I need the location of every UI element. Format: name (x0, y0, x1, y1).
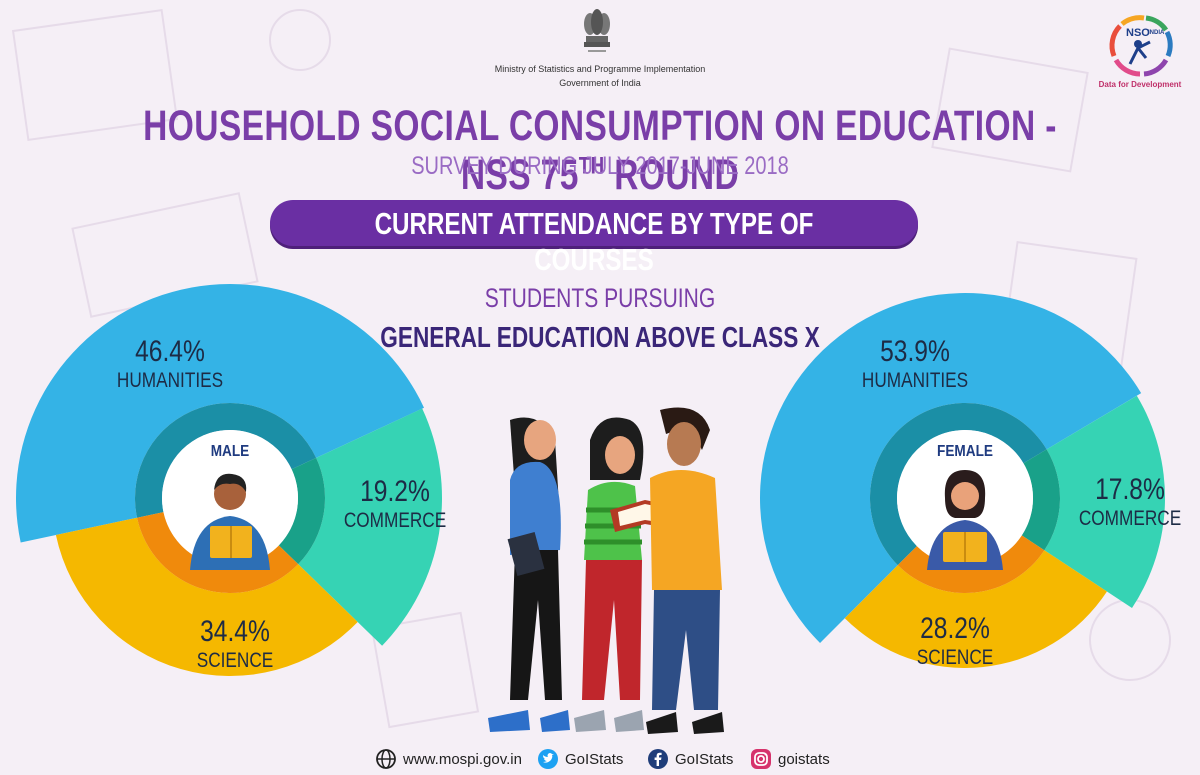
female-humanities-inner-ring (870, 403, 1047, 566)
female-commerce-category: COMMERCE (1078, 507, 1182, 530)
footer-instagram-text: goistats (778, 750, 830, 768)
male-science-segment (55, 517, 358, 677)
nso-logo-subtext: INDIA (1148, 30, 1165, 36)
nso-tagline: Data for Development (1098, 80, 1182, 89)
nso-logo: NSO INDIA (1109, 15, 1173, 77)
female-humanities-value: 53.9% (880, 335, 950, 368)
female-humanities-label: 53.9% HUMANITIES (858, 335, 973, 393)
male-student-icon (190, 473, 270, 570)
male-humanities-label: 46.4% HUMANITIES (113, 335, 228, 393)
male-humanities-category: HUMANITIES (116, 369, 224, 392)
male-humanities-segment (16, 284, 425, 543)
male-center-label: MALE (210, 443, 250, 460)
national-emblem-icon (584, 9, 610, 52)
students-pursuing-heading: STUDENTS PURSUING (484, 283, 716, 313)
female-commerce-value: 17.8% (1095, 473, 1165, 506)
male-humanities-inner-ring (134, 402, 317, 518)
male-commerce-label: 19.2% COMMERCE (338, 475, 453, 533)
female-science-label: 28.2% SCIENCE (894, 612, 1017, 670)
ministry-name: Ministry of Statistics and Programme Imp… (494, 64, 706, 74)
female-science-segment (844, 550, 1107, 668)
male-humanities-value: 46.4% (135, 335, 205, 368)
female-science-category: SCIENCE (916, 646, 994, 669)
government-name: Government of India (559, 78, 641, 88)
male-commerce-inner-ring (278, 457, 325, 565)
female-commerce-inner-ring (1021, 449, 1060, 551)
footer-facebook[interactable]: GoIStats (647, 748, 733, 770)
male-commerce-value: 19.2% (360, 475, 430, 508)
female-humanities-category: HUMANITIES (861, 369, 969, 392)
female-student-icon (927, 470, 1003, 570)
facebook-icon (648, 749, 668, 769)
footer-website-text: www.mospi.gov.in (403, 750, 522, 768)
female-commerce-segment (1044, 395, 1165, 609)
female-humanities-segment (760, 293, 1142, 643)
male-science-category: SCIENCE (196, 649, 274, 672)
female-science-value: 28.2% (920, 612, 990, 645)
globe-icon (376, 749, 396, 769)
footer-twitter-text: GoIStats (565, 750, 624, 768)
female-science-inner-ring (897, 535, 1045, 594)
male-science-value: 34.4% (200, 615, 270, 648)
footer-website[interactable]: www.mospi.gov.in (375, 748, 522, 770)
footer-twitter[interactable]: GoIStats (537, 748, 623, 770)
male-commerce-segment (298, 408, 443, 646)
students-reading-illustration (488, 407, 724, 734)
footer-instagram[interactable]: goistats (750, 748, 830, 770)
male-science-inner-ring (137, 512, 299, 594)
main-title-tail: ROUND (604, 151, 740, 199)
general-education-heading: GENERAL EDUCATION ABOVE CLASS X (380, 322, 820, 354)
survey-period-subtitle: SURVEY DURING JULY 2017-JUNE 2018 (411, 152, 789, 180)
male-commerce-category: COMMERCE (343, 509, 447, 532)
footer-facebook-text: GoIStats (675, 750, 734, 768)
main-title-text: HOUSEHOLD SOCIAL CONSUMPTION ON EDUCATIO… (143, 102, 1057, 199)
male-science-label: 34.4% SCIENCE (174, 615, 297, 673)
main-title-superscript: TH (578, 152, 605, 180)
twitter-icon (538, 749, 558, 769)
section-banner (270, 200, 918, 246)
instagram-icon (751, 749, 771, 769)
nso-logo-text: NSO (1126, 27, 1150, 39)
section-banner-text: CURRENT ATTENDANCE BY TYPE OF COURSES (374, 206, 814, 277)
female-commerce-label: 17.8% COMMERCE (1073, 473, 1188, 531)
main-title: HOUSEHOLD SOCIAL CONSUMPTION ON EDUCATIO… (132, 102, 1068, 200)
female-center-label: FEMALE (937, 443, 993, 460)
